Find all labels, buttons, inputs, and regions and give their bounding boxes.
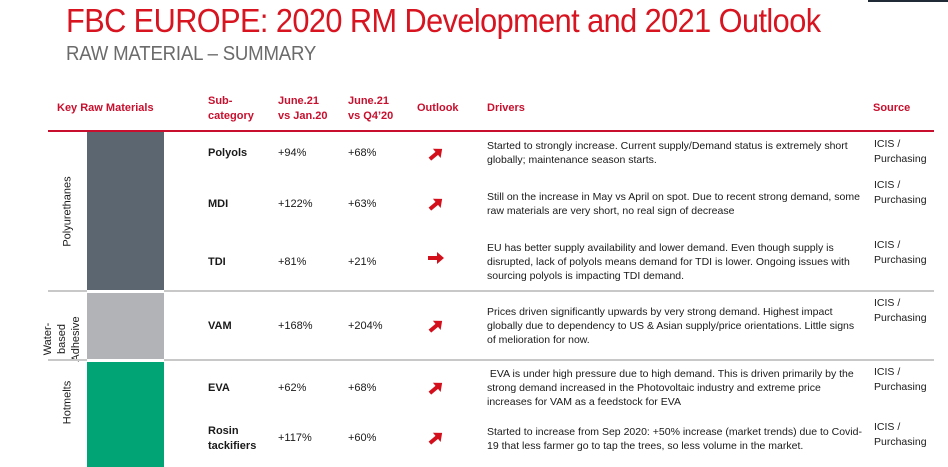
row-source-line1: ICIS / [874,297,901,309]
row-drivers: Still on the increase in May vs April on… [487,191,860,217]
group-label-polyurethanes: Polyurethanes [61,176,74,247]
row-source-line2: Purchasing [874,153,927,165]
outlook-arrow-up-right-icon [428,198,443,211]
row-source-line2: Purchasing [874,381,927,393]
row-drivers: EU has better supply availability and lo… [487,242,850,282]
col-header-drivers: Drivers [487,102,525,114]
row-source-line2: Purchasing [874,254,927,266]
row-separator [48,290,87,292]
row-vs-q420: +68% [348,147,377,159]
row-vs-jan20: +94% [278,147,307,159]
row-drivers: Started to increase from Sep 2020: +50% … [487,426,862,452]
row-vs-jan20: +117% [278,432,312,444]
row-subcategory: VAM [208,320,232,332]
col-header-key-raw-materials: Key Raw Materials [57,102,154,114]
col-header-vs-jan20-line1: June.21 [278,95,319,107]
row-source-line1: ICIS / [874,179,901,191]
outlook-arrow-up-right-icon [428,320,443,333]
col-header-outlook: Outlook [417,102,459,114]
col-header-subcategory-line1: Sub- [208,95,233,107]
row-source: ICIS / Purchasing [874,365,944,395]
outlook-arrow-right-icon [428,252,444,264]
group-swatch-hotmelts [87,362,164,467]
row-separator [164,290,934,292]
row-source-line1: ICIS / [874,239,901,251]
row-source: ICIS / Purchasing [874,238,944,268]
row-vs-q420: +21% [348,256,377,268]
outlook-arrow-up-right-icon [428,382,443,395]
row-separator [48,359,87,361]
page-title: FBC EUROPE: 2020 RM Development and 2021… [66,2,821,39]
row-drivers: Prices driven significantly upwards by v… [487,306,855,346]
row-vs-jan20: +81% [278,256,307,268]
row-vs-jan20: +168% [278,320,313,332]
row-source-line1: ICIS / [874,421,901,433]
col-header-vs-q420-line1: June.21 [348,95,389,107]
row-subcategory-line1: Rosin [208,425,239,437]
row-source-line2: Purchasing [874,436,927,448]
row-vs-jan20: +122% [278,198,313,210]
group-swatch-water-based-adhesive [87,293,164,359]
row-source: ICIS / Purchasing [874,420,944,450]
row-vs-q420: +63% [348,198,377,210]
row-source: ICIS / Purchasing [874,137,944,167]
row-source: ICIS / Purchasing [874,296,944,326]
row-vs-q420: +60% [348,432,377,444]
row-vs-jan20: +62% [278,382,307,394]
outlook-arrow-up-right-icon [428,432,443,445]
group-label-hotmelts: Hotmelts [61,380,74,425]
outlook-arrow-up-right-icon [428,148,443,161]
row-drivers: Started to strongly increase. Current su… [487,140,848,166]
row-source-line2: Purchasing [874,194,927,206]
col-header-vs-q420: June.21 vs Q4’20 [348,94,393,124]
col-header-vs-q420-line2: vs Q4’20 [348,110,394,122]
header-divider [48,130,934,132]
row-subcategory-line2: tackifiers [208,440,257,452]
col-header-subcategory: Sub- category [208,94,254,124]
col-header-vs-jan20-line2: vs Jan.20 [278,110,328,122]
row-vs-q420: +68% [348,382,377,394]
col-header-subcategory-line2: category [208,110,254,122]
row-separator [164,359,934,361]
row-subcategory: Rosin tackifiers [208,424,256,454]
col-header-vs-jan20: June.21 vs Jan.20 [278,94,328,124]
row-source-line1: ICIS / [874,366,901,378]
row-source-line1: ICIS / [874,138,901,150]
row-source-line2: Purchasing [874,312,927,324]
page-subtitle: RAW MATERIAL – SUMMARY [66,43,317,65]
group-swatch-polyurethanes [87,132,164,290]
row-drivers: EVA is under high pressure due to high d… [487,368,857,408]
row-subcategory: TDI [208,256,226,268]
top-border-bar [868,0,948,2]
col-header-source: Source [873,102,911,114]
row-subcategory: EVA [208,382,230,394]
row-subcategory: Polyols [208,147,248,159]
row-source: ICIS / Purchasing [874,178,944,208]
row-vs-q420: +204% [348,320,383,332]
row-subcategory: MDI [208,198,229,210]
